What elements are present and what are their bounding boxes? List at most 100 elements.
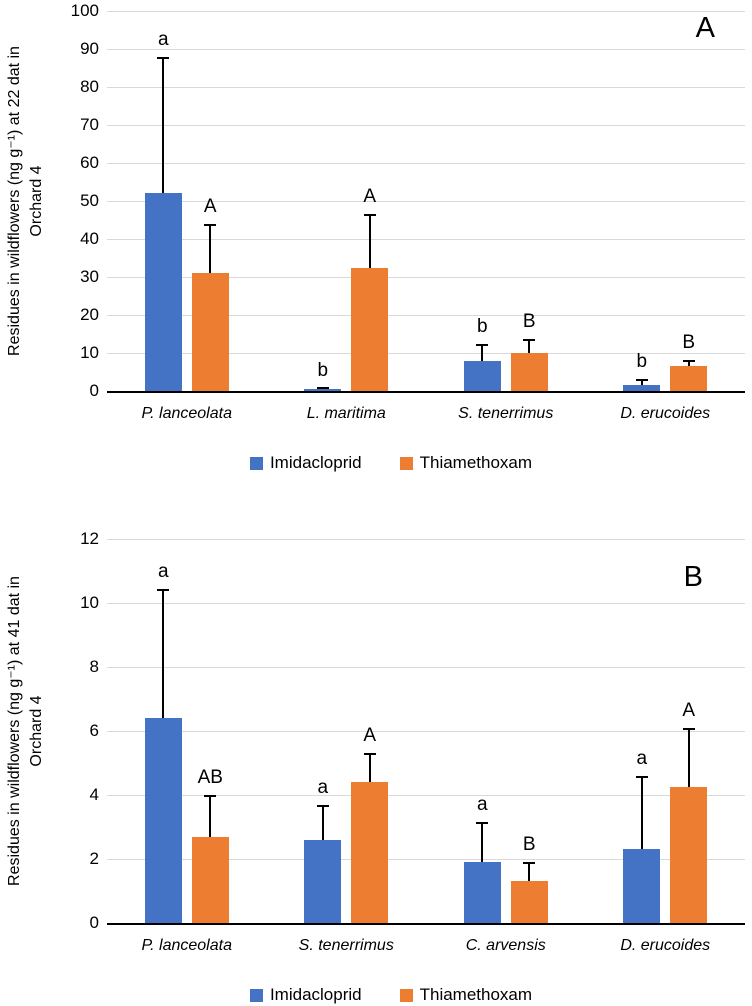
chart-panel-b: Residues in wildflowers (ng g⁻¹) at 41 d… — [0, 529, 752, 1006]
y-axis-tick-label: 70 — [80, 115, 99, 134]
significance-letter: b — [636, 350, 648, 372]
y-axis-tick-label: 50 — [80, 191, 99, 210]
bar-imidacloprid — [623, 385, 661, 391]
category-label: D. erucoides — [620, 405, 711, 422]
significance-letter: B — [522, 310, 536, 332]
y-axis-tick-label: 80 — [80, 77, 99, 96]
error-bar-stem — [162, 590, 165, 719]
panel-label: A — [695, 12, 715, 44]
error-bar — [204, 223, 217, 274]
y-axis-tick-label: 90 — [80, 39, 99, 58]
error-bar-stem — [368, 216, 371, 268]
gridline — [107, 125, 745, 126]
bar-thiamethoxam — [351, 267, 389, 391]
error-bar-stem — [162, 58, 165, 194]
error-bar — [635, 378, 648, 386]
legend-item: Imidacloprid — [249, 453, 362, 473]
error-bar — [476, 822, 489, 863]
bar-imidacloprid — [304, 839, 342, 923]
bar-thiamethoxam — [191, 836, 229, 923]
significance-letter: a — [476, 794, 488, 816]
legend-item: Thiamethoxam — [399, 453, 532, 473]
legend-label: Imidacloprid — [269, 985, 362, 1004]
y-axis-title-line: Residues in wildflowers (ng g⁻¹) at 41 d… — [6, 576, 23, 886]
legend: Imidacloprid Thiamethoxam — [0, 985, 752, 1005]
legend-swatch — [399, 456, 413, 470]
significance-letter: B — [682, 332, 696, 354]
gridline — [107, 539, 745, 540]
significance-letter: a — [317, 776, 329, 798]
y-axis-tick-label: 60 — [80, 153, 99, 172]
gridline — [107, 731, 745, 732]
y-axis-tick-label: 10 — [80, 343, 99, 362]
gridline — [107, 603, 745, 604]
y-axis-tick-label: 2 — [89, 849, 99, 868]
error-bar — [363, 214, 376, 268]
error-bar — [157, 588, 170, 719]
y-axis-tick-label: 0 — [89, 381, 99, 400]
category-label: P. lanceolata — [141, 937, 232, 954]
legend-label: Thiamethoxam — [419, 985, 533, 1004]
significance-letter: b — [476, 316, 488, 338]
error-bar-stem — [528, 864, 531, 882]
significance-letter: A — [363, 186, 377, 208]
bar-imidacloprid — [463, 361, 501, 391]
significance-letter: b — [317, 359, 329, 381]
y-axis-title: Residues in wildflowers (ng g⁻¹) at 22 d… — [4, 46, 48, 356]
significance-letter: A — [363, 725, 377, 747]
legend-item: Thiamethoxam — [399, 985, 533, 1005]
category-label: C. arvensis — [465, 937, 546, 954]
error-bar — [682, 727, 695, 787]
error-bar — [523, 338, 536, 353]
legend: Imidacloprid Thiamethoxam — [0, 453, 752, 473]
gridline — [107, 49, 745, 50]
error-bar — [682, 360, 695, 367]
y-axis-tick-label: 10 — [80, 593, 99, 612]
bar-imidacloprid — [304, 389, 342, 391]
bar-thiamethoxam — [510, 353, 548, 391]
error-bar-stem — [481, 346, 484, 362]
error-bar — [363, 753, 376, 783]
bar-imidacloprid — [623, 849, 661, 923]
error-bar — [316, 387, 329, 390]
category-label: S. tenerrimus — [458, 405, 554, 422]
y-axis-tick-label: 40 — [80, 229, 99, 248]
error-bar-stem — [528, 340, 531, 353]
bar-imidacloprid — [144, 193, 182, 391]
y-axis-tick-label: 8 — [89, 657, 99, 676]
legend-swatch — [399, 988, 413, 1002]
gridline — [107, 163, 745, 164]
panel-label: B — [683, 561, 703, 593]
legend-label: Imidacloprid — [269, 453, 362, 472]
error-bar-stem — [368, 755, 371, 783]
y-axis-tick-label: 20 — [80, 305, 99, 324]
legend-swatch — [249, 456, 263, 470]
y-axis-tick-label: 100 — [70, 1, 99, 20]
y-axis-tick-label: 30 — [80, 267, 99, 286]
gridline — [107, 795, 745, 796]
y-axis-tick-label: 6 — [89, 721, 99, 740]
significance-letter: a — [157, 560, 169, 582]
y-axis-tick-label: 0 — [89, 913, 99, 932]
gridline — [107, 353, 745, 354]
bar-thiamethoxam — [670, 366, 708, 391]
y-axis-title-line: Orchard 4 — [28, 695, 45, 767]
chart-panel-a: Residues in wildflowers (ng g⁻¹) at 22 d… — [0, 0, 752, 500]
bar-thiamethoxam — [670, 787, 708, 923]
error-bar-stem — [209, 797, 212, 837]
category-label: S. tenerrimus — [298, 937, 394, 954]
significance-letter: B — [522, 834, 536, 856]
gridline — [107, 239, 745, 240]
y-axis-title-line: Residues in wildflowers (ng g⁻¹) at 22 d… — [6, 46, 23, 356]
error-bar — [157, 56, 170, 194]
gridline — [107, 859, 745, 860]
error-bar — [204, 795, 217, 837]
error-bar — [316, 804, 329, 840]
gridline — [107, 11, 745, 12]
category-label: L. maritima — [306, 405, 386, 422]
significance-letter: a — [636, 747, 648, 769]
error-bar-stem — [687, 362, 690, 367]
gridline — [107, 667, 745, 668]
